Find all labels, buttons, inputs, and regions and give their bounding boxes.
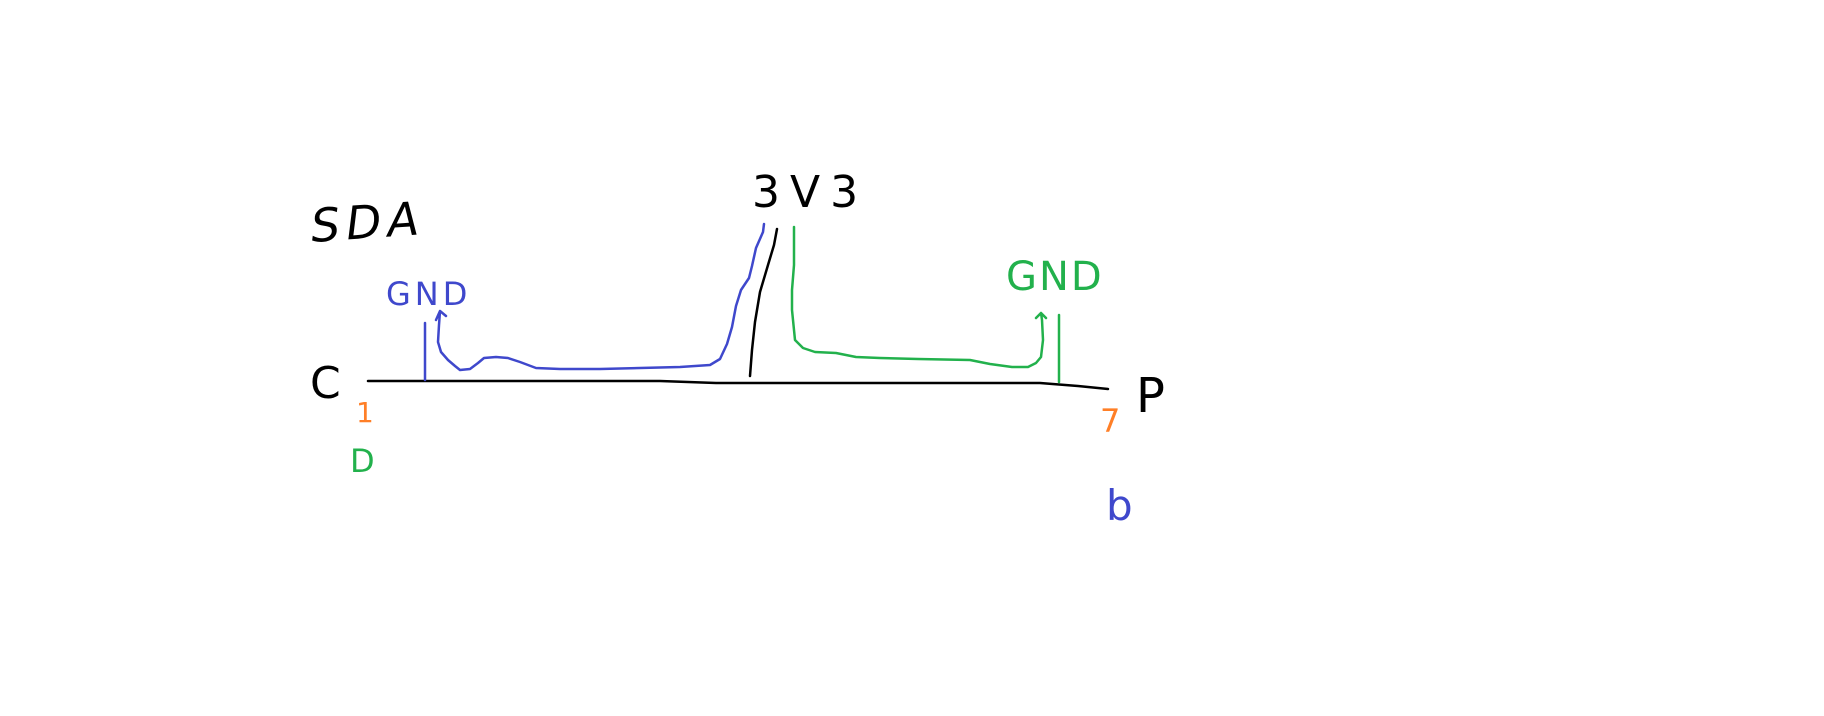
right-orange-mark: 7 (1100, 402, 1120, 440)
right-connector-label: P (1136, 368, 1165, 424)
right-blue-mark: b (1106, 481, 1133, 530)
sda-label: SDA (309, 191, 427, 253)
vcc-wire-black (748, 227, 779, 378)
gnd-label-right: GND (1006, 254, 1104, 300)
gnd-wire-blue (434, 222, 766, 372)
main-bus-line (366, 379, 1110, 391)
left-green-mark: D (350, 442, 375, 480)
gnd-label-left: GND (386, 275, 471, 313)
left-orange-mark: 1 (356, 396, 374, 429)
vcc-label: 3V3 (752, 167, 868, 218)
left-connector-label: C (310, 358, 341, 409)
gnd-wire-green (790, 225, 1048, 369)
